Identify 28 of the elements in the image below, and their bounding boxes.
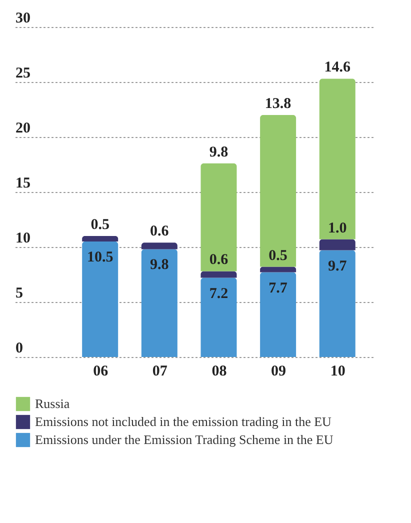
y-tick-label: 15 [16, 176, 30, 192]
data-label: 7.2 [209, 286, 228, 302]
y-tick-label: 20 [16, 120, 30, 136]
x-tick-label: 10 [330, 364, 346, 380]
data-label: 0.6 [209, 252, 229, 268]
y-tick-label: 5 [16, 286, 23, 302]
data-label: 0.5 [268, 248, 288, 264]
data-label: 0.6 [150, 224, 170, 240]
y-tick-label: 10 [16, 230, 30, 246]
x-tick-label: 09 [271, 364, 286, 380]
x-tick-label: 06 [93, 364, 109, 380]
data-label: 9.8 [150, 257, 169, 274]
data-label: 9.8 [209, 144, 228, 160]
x-tick-label: 08 [212, 364, 227, 380]
data-label: 10.5 [86, 250, 114, 266]
data-label: 1.0 [328, 220, 347, 236]
x-tick-label: 07 [152, 364, 168, 380]
legend-label: Emissions under the Emission Trading Scheme in the EU [35, 432, 334, 447]
legend-label: Emissions not included in the emission trading in the EU [35, 414, 332, 429]
data-label: 9.7 [328, 258, 348, 274]
data-label: 13.8 [264, 96, 292, 112]
y-tick-label: 25 [16, 66, 30, 82]
data-label: 0.5 [90, 217, 110, 233]
y-tick-label: 30 [16, 10, 30, 26]
data-label: 14.6 [324, 60, 351, 76]
legend-label: Russia [35, 396, 70, 411]
y-tick-label: 0 [16, 340, 23, 356]
data-label: 7.7 [268, 280, 288, 296]
